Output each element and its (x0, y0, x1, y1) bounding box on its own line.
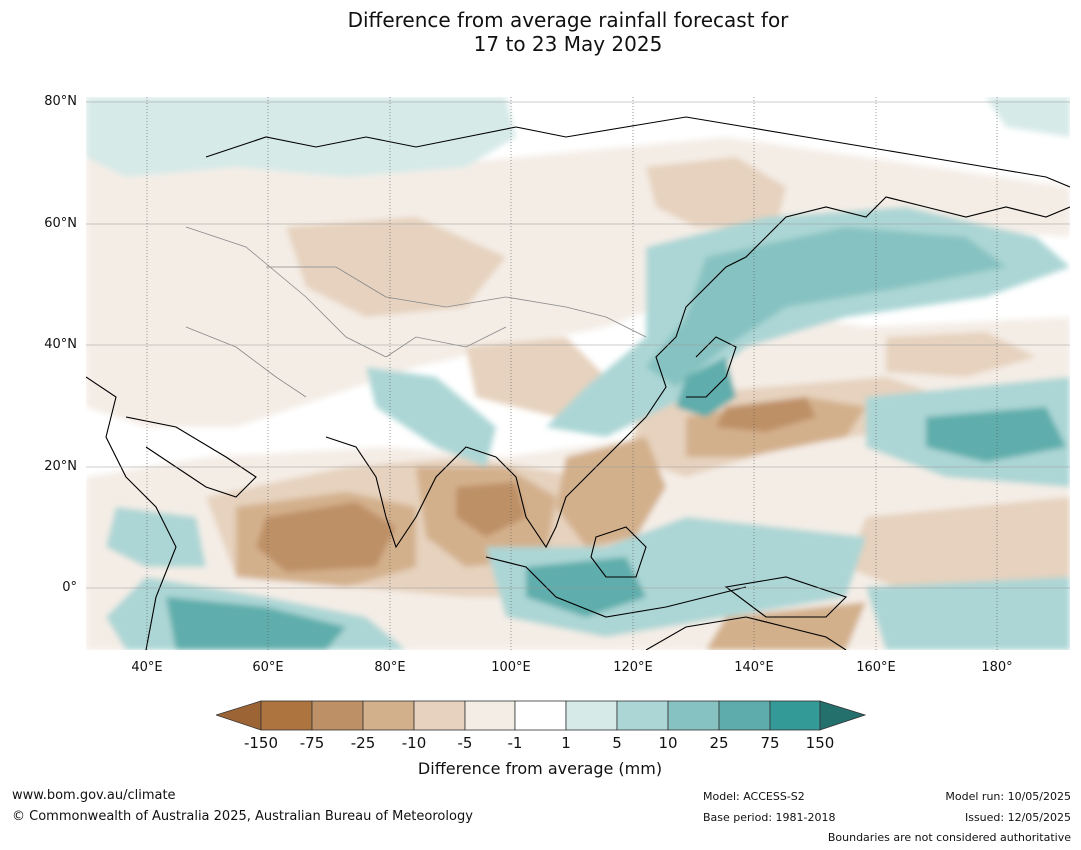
issued-text: Issued: 12/05/2025 (964, 811, 1071, 824)
lon-label-100e: 100°E (491, 660, 531, 675)
coastline-india (325, 436, 497, 549)
disclaimer-text: Boundaries are not considered authoritat… (827, 831, 1071, 844)
coastline-japan (686, 336, 737, 398)
coastline-arabia (125, 416, 257, 498)
coastline-se-asia (495, 416, 647, 549)
lon-label-120e: 120°E (613, 660, 653, 675)
chart-title: Difference from average rainfall forecas… (0, 8, 1081, 56)
colorbar-tick-label: 10 (658, 734, 678, 752)
colorbar-swatch-11 (769, 700, 821, 731)
lat-label-40n: 40°N (44, 337, 77, 352)
anomaly-fields (86, 97, 1070, 650)
field-tan-east (846, 497, 1070, 607)
colorbar-tick-label: -75 (299, 734, 325, 752)
coastline-siberia (765, 196, 1070, 238)
colorbar (216, 700, 866, 731)
colorbar-tick-label: 150 (805, 734, 835, 752)
colorbar-tick-label: -5 (457, 734, 473, 752)
coastline-africa-arabia (86, 376, 177, 650)
colorbar-swatch-5 (464, 700, 516, 731)
field-teal-japan (676, 357, 736, 417)
colorbar-swatch-6 (514, 700, 567, 731)
colorbar-tick-label: 25 (709, 734, 729, 752)
border-1 (185, 226, 387, 358)
lon-label-140e: 140°E (734, 660, 774, 675)
colorbar-title: Difference from average (mm) (417, 759, 663, 778)
field-teal-east-asia-core (646, 227, 1006, 387)
colorbar-swatch-4 (413, 700, 466, 731)
border-5 (505, 296, 647, 338)
colorbar-tick-label: -25 (350, 734, 376, 752)
coastline-borneo (590, 526, 647, 578)
lon-label-40e: 40°E (131, 660, 163, 675)
coastlines (86, 116, 1070, 650)
model-run-text: Model run: 10/05/2025 (945, 790, 1071, 803)
lon-label-180: 180° (981, 660, 1013, 675)
coastline-new-guinea (724, 576, 848, 618)
colorbar-tick-label: -10 (401, 734, 427, 752)
colorbar-swatch-10 (718, 700, 771, 731)
lon-label-60e: 60°E (252, 660, 284, 675)
field-teal-arctic (86, 97, 516, 177)
field-tan-siberia (646, 157, 786, 227)
coastline-indonesia (485, 556, 747, 618)
lon-label-80e: 80°E (374, 660, 406, 675)
field-teal-east-far (866, 577, 1070, 650)
rainfall-anomaly-map (86, 97, 1070, 650)
lat-label-60n: 60°N (44, 216, 77, 231)
field-brown-north-aus (706, 602, 866, 650)
field-brown-core-1 (256, 502, 396, 572)
colorbar-tick-label: 75 (760, 734, 780, 752)
field-tan-mongolia (286, 217, 506, 317)
border-2 (266, 266, 507, 308)
field-brown-core-3 (456, 482, 526, 537)
field-tan-asia (86, 137, 1070, 427)
colorbar-tick-label: 5 (612, 734, 622, 752)
gridlines (86, 97, 1070, 650)
colorbar-swatch-2 (311, 700, 364, 731)
copyright-text: © Commonwealth of Australia 2025, Austra… (12, 809, 473, 824)
field-teal-maritime-core (526, 557, 646, 617)
field-brown-scs (556, 437, 666, 547)
base-period-text: Base period: 1981-2018 (703, 811, 836, 824)
field-teal-central-pac-core (926, 407, 1066, 462)
lon-label-160e: 160°E (856, 660, 896, 675)
colorbar-swatch-7 (565, 700, 618, 731)
colorbar-extend-low (216, 700, 262, 731)
colorbar-swatch-8 (616, 700, 669, 731)
border-4 (185, 326, 307, 398)
colorbar-swatch-1 (260, 700, 313, 731)
website-link[interactable]: www.bom.gov.au/climate (12, 788, 176, 803)
coastline-arctic (205, 116, 1070, 188)
field-brown-core-2 (716, 397, 816, 432)
country-borders (185, 226, 647, 398)
border-3 (385, 326, 507, 358)
field-teal-arctic-east (986, 97, 1070, 137)
field-tan-china (466, 337, 606, 417)
map-canvas (86, 97, 1070, 650)
colorbar-tick-label: -1 (507, 734, 523, 752)
field-teal-africa (106, 507, 206, 567)
field-tan-nw-pacific (886, 332, 1036, 377)
lat-label-0: 0° (62, 580, 77, 595)
colorbar-extend-high (819, 700, 866, 731)
field-teal-nepal (366, 367, 496, 467)
title-line-1: Difference from average rainfall forecas… (347, 8, 789, 32)
colorbar-tick-label: -150 (243, 734, 279, 752)
coastline-china (645, 236, 767, 418)
colorbar-swatch-3 (362, 700, 415, 731)
field-teal-equator-west-core (166, 597, 346, 650)
coastline-australia (645, 616, 847, 650)
title-line-2: 17 to 23 May 2025 (473, 32, 663, 56)
colorbar-tick-label: 1 (561, 734, 571, 752)
model-text: Model: ACCESS-S2 (703, 790, 805, 803)
lat-label-20n: 20°N (44, 459, 77, 474)
lat-label-80n: 80°N (44, 94, 77, 109)
colorbar-swatch-9 (667, 700, 720, 731)
